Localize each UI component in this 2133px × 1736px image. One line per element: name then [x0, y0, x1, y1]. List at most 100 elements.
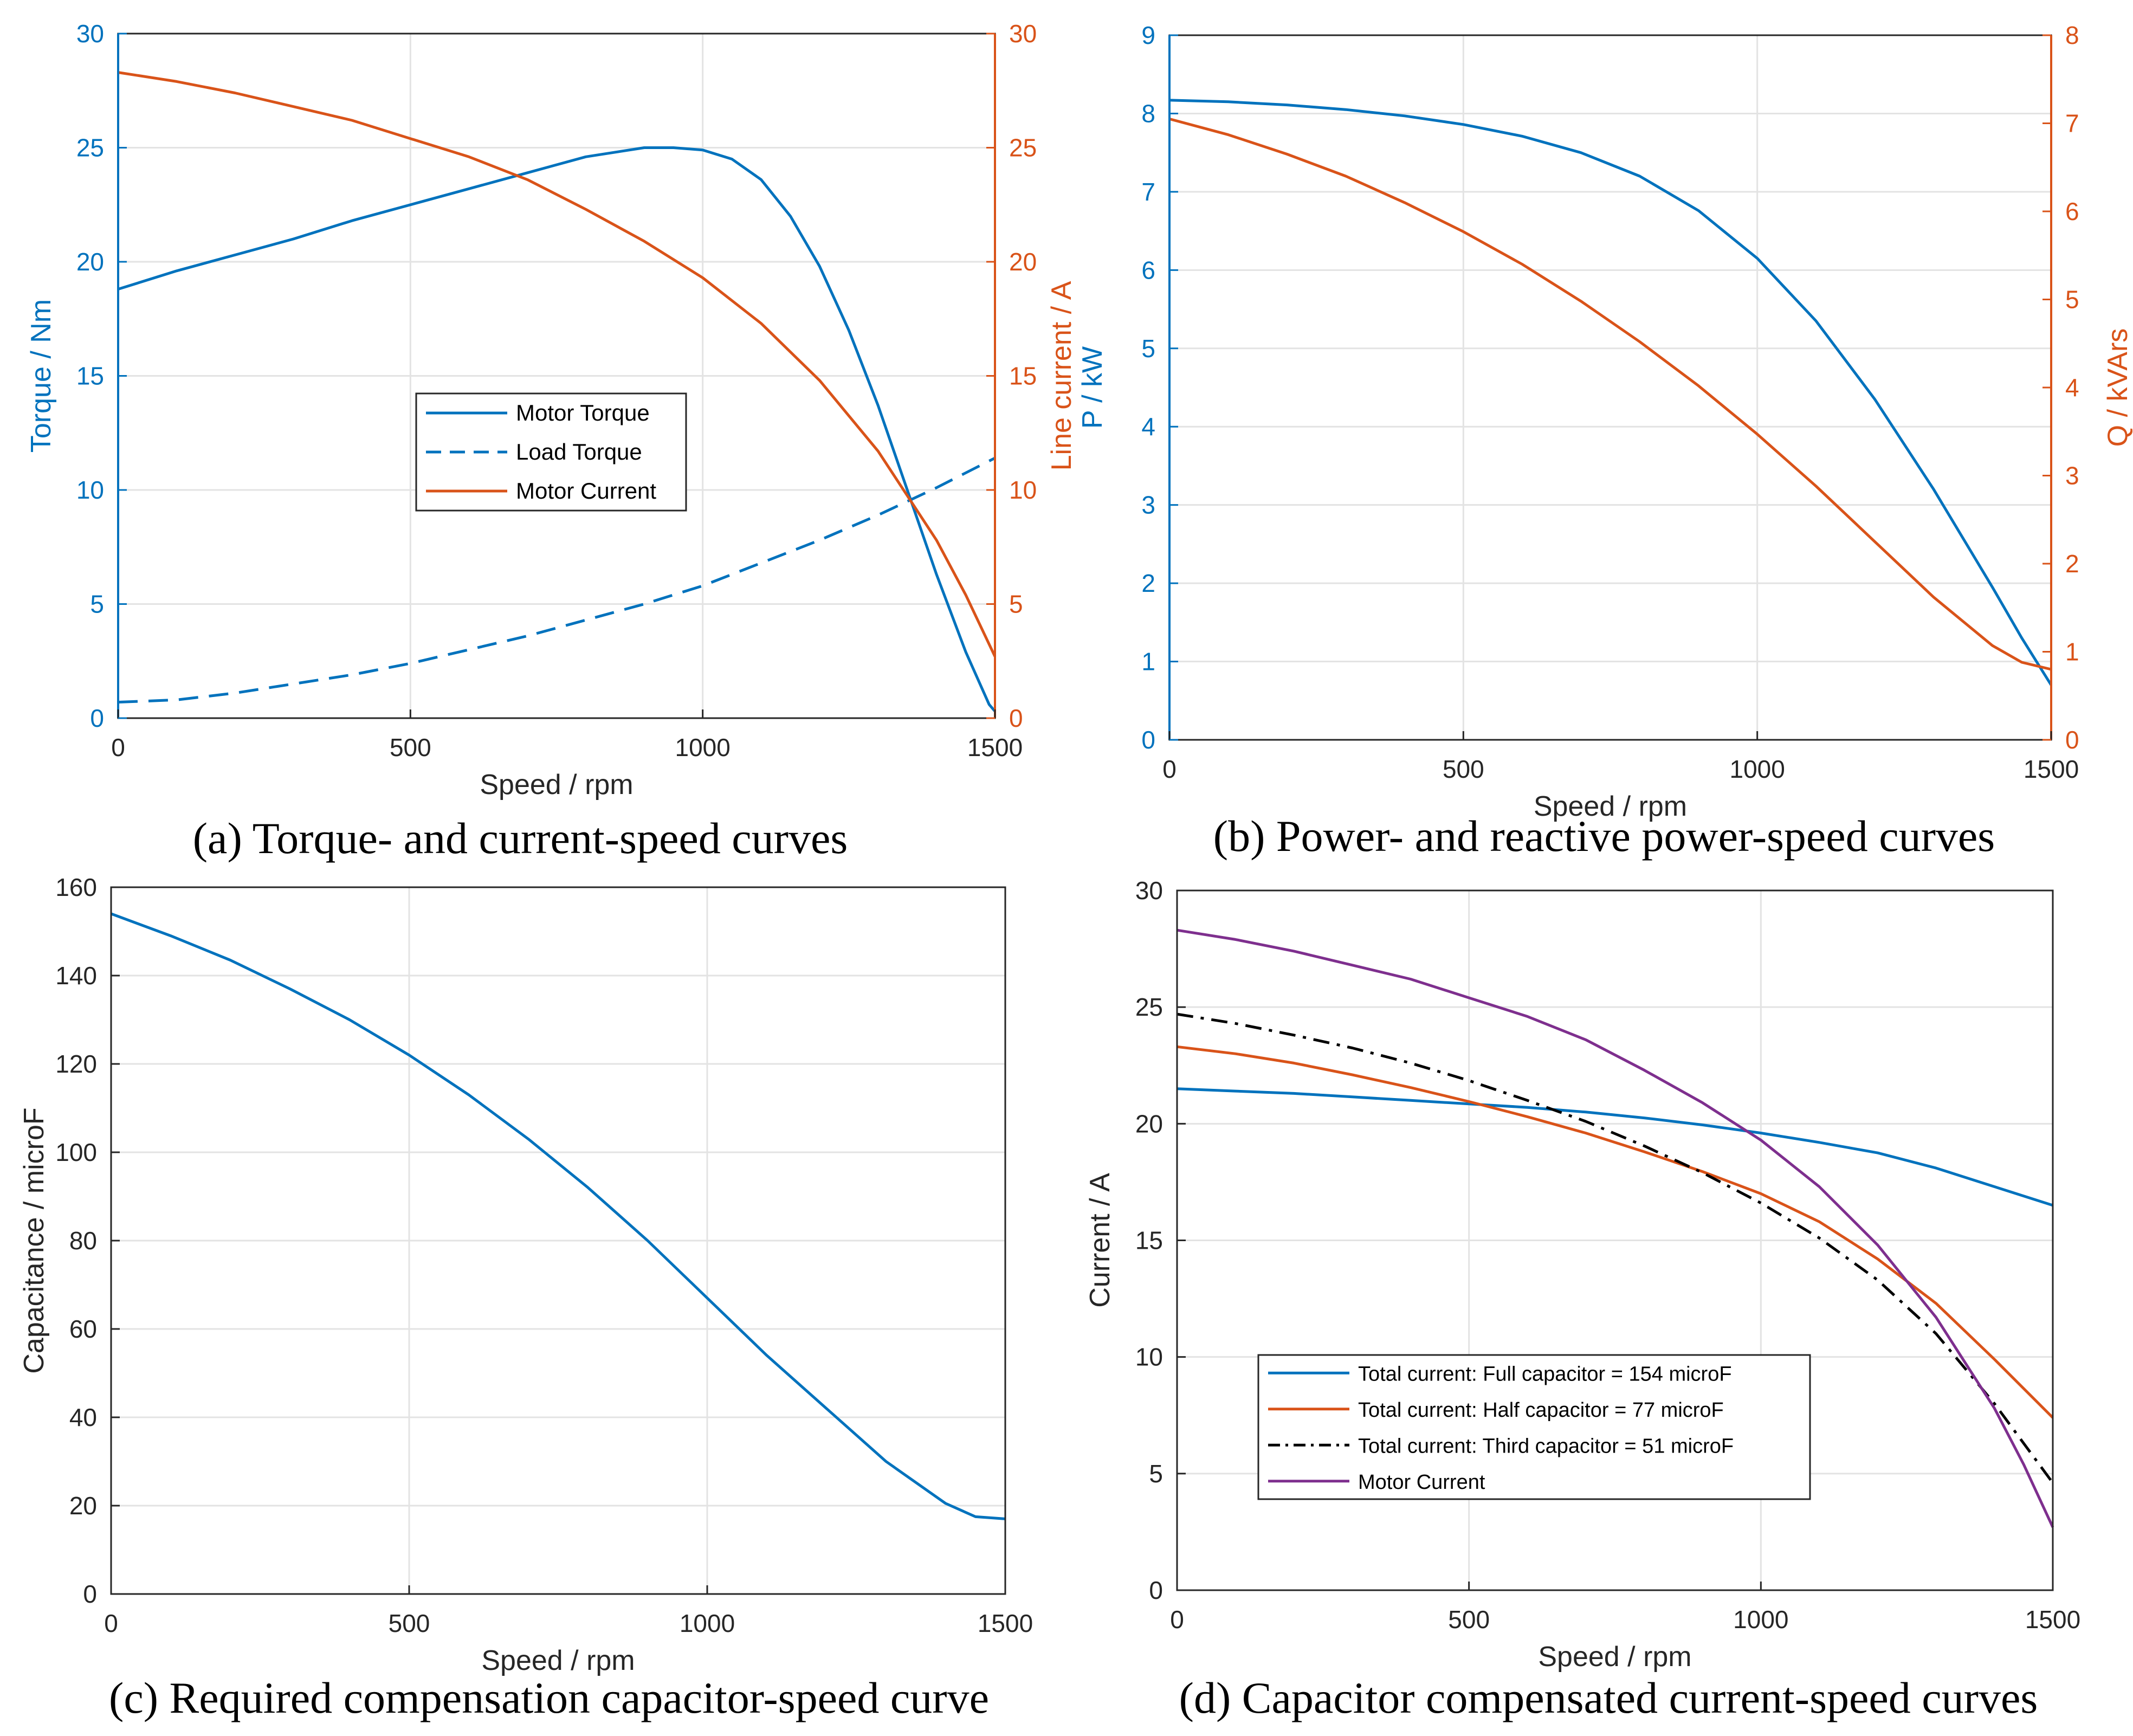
panel-c-xtick-label-2: 1000: [680, 1609, 735, 1637]
panel-a-xtick-label-3: 1500: [967, 733, 1023, 761]
panel-b-ytick-left-label-0: 0: [1141, 726, 1155, 754]
panel-b-ytick-right-label-1: 1: [2065, 638, 2079, 666]
panel-b-series-0: [1169, 99, 2053, 686]
panel-c-xtick-label-3: 1500: [978, 1609, 1033, 1637]
panel-a-ytick-right-label-6: 30: [1009, 20, 1037, 48]
panel-b-ytick-right-label-8: 8: [2065, 21, 2079, 49]
panel-a-right-axis-label: Line current / A: [1046, 281, 1077, 470]
panel-b-right-axis-label: Q / kVArs: [2102, 328, 2133, 447]
panel-d: 0 500 1000 1500 0 5 10 15 20 25 30 Speed / rpm Cur…: [1084, 876, 2080, 1722]
panel-a-legend: Motor Torque Load Torque Motor Current: [415, 392, 687, 512]
panel-d-legend: Total current: Full capacitor = 154 micr…: [1257, 1354, 1811, 1500]
panel-b-ytick-right-label-2: 2: [2065, 550, 2079, 578]
panel-b-ytick-left-label-9: 9: [1141, 21, 1155, 49]
panel-b-ytick-left-label-5: 5: [1141, 334, 1155, 363]
panel-c-series-layer: [111, 912, 1006, 1520]
panel-d-legend-box: [1257, 1354, 1811, 1500]
panel-c-ytick-left-label-6: 120: [55, 1050, 97, 1078]
panel-d-ytick-left-label-5: 25: [1135, 993, 1163, 1021]
panel-c-left-axis-label: Capacitance / microF: [18, 1107, 50, 1373]
panel-c-series-0: [111, 912, 1006, 1520]
panel-a-ytick-right-label-4: 20: [1009, 248, 1037, 276]
panel-b-ytick-right-label-4: 4: [2065, 373, 2079, 402]
panel-d-series-2: [1177, 1012, 2054, 1484]
panel-a-ytick-left-label-6: 30: [76, 20, 104, 48]
panel-b-ytick-left-label-8: 8: [1141, 99, 1155, 127]
panel-c-ytick-left-label-7: 140: [55, 961, 97, 990]
panel-c-xtick-label-0: 0: [104, 1609, 118, 1637]
panel-a-legend-label-0: Motor Torque: [516, 400, 650, 425]
panel-c-x-axis-label: Speed / rpm: [481, 1645, 635, 1676]
panel-b-ytick-right-label-7: 7: [2065, 109, 2079, 138]
panel-d-series-0: [1177, 1087, 2053, 1207]
panel-b-plot-frame: [1168, 34, 2052, 741]
panel-a-ytick-right-label-0: 0: [1009, 704, 1023, 732]
panel-a-legend-label-1: Load Torque: [516, 439, 642, 464]
panel-d-series-3: [1177, 928, 2054, 1528]
panel-d-ytick-left-label-1: 5: [1149, 1460, 1163, 1488]
panel-b-ytick-right-label-3: 3: [2065, 462, 2079, 490]
panel-b-xtick-label-2: 1000: [1729, 755, 1785, 783]
panel-b-series-1: [1169, 117, 2052, 671]
panel-a-xtick-label-1: 500: [390, 733, 431, 761]
panel-a-ytick-left-label-1: 5: [90, 590, 104, 618]
panel-a-ytick-right-label-1: 5: [1009, 590, 1023, 618]
panel-b-ytick-right-label-6: 6: [2065, 197, 2079, 225]
panel-b-left-axis-label: P / kW: [1077, 346, 1108, 429]
panel-c-ytick-left-label-1: 20: [69, 1492, 97, 1520]
panel-c-ticks: 0 500 1000 1500 0 20 40 60 80 100 120 140 160: [55, 873, 1033, 1637]
panel-d-ticks: 0 500 1000 1500 0 5 10 15 20 25 30: [1135, 876, 2080, 1634]
panel-a-ytick-right-label-5: 25: [1009, 134, 1037, 162]
panel-c-ytick-left-label-2: 40: [69, 1403, 97, 1431]
panel-d-ytick-left-label-4: 20: [1135, 1109, 1163, 1138]
panel-b-ytick-right-label-5: 5: [2065, 286, 2079, 314]
panel-c: 0 500 1000 1500 0 20 40 60 80 100 120 140 160 Speed …: [18, 873, 1033, 1722]
panel-b-x-axis-label: Speed / rpm: [1534, 791, 1687, 822]
panel-b-series-layer: [1169, 99, 2053, 686]
panel-a-ytick-left-label-0: 0: [90, 704, 104, 732]
panel-b-ytick-left-label-3: 3: [1141, 491, 1155, 519]
panel-c-xtick-label-1: 500: [389, 1609, 430, 1637]
panel-a-gridlines: [117, 33, 996, 719]
panel-b-caption: (b) Power- and reactive power-speed curv…: [1213, 811, 1995, 861]
panel-a-series-2: [118, 71, 997, 657]
panel-c-ytick-left-label-0: 0: [83, 1580, 97, 1608]
panel-b-ytick-left-label-2: 2: [1141, 569, 1155, 597]
panel-a-ytick-left-label-2: 10: [76, 476, 104, 504]
panel-d-left-axis-label: Current / A: [1084, 1173, 1116, 1308]
panel-d-x-axis-label: Speed / rpm: [1538, 1641, 1691, 1673]
panel-c-ytick-left-label-3: 60: [69, 1315, 97, 1343]
panel-d-xtick-label-3: 1500: [2025, 1605, 2080, 1634]
panel-d-legend-label-3: Motor Current: [1358, 1471, 1485, 1494]
panel-a-series-layer: [118, 71, 997, 713]
panel-b-gridlines: [1168, 34, 2052, 741]
panel-d-caption: (d) Capacitor compensated current-speed …: [1179, 1673, 2038, 1722]
panel-d-legend-label-2: Total current: Third capacitor = 51 micr…: [1358, 1435, 1734, 1457]
panel-a-ytick-right-label-2: 10: [1009, 476, 1037, 504]
panel-a-left-axis-label: Torque / Nm: [25, 299, 57, 453]
panel-a-ytick-right-label-3: 15: [1009, 362, 1037, 390]
panel-d-ytick-left-label-2: 10: [1135, 1343, 1163, 1371]
panel-d-xtick-label-0: 0: [1170, 1605, 1184, 1634]
panel-b-ytick-right-label-0: 0: [2065, 726, 2079, 754]
panel-b-ytick-left-label-4: 4: [1141, 412, 1155, 441]
panel-d-ytick-left-label-3: 15: [1135, 1227, 1163, 1255]
panel-b-ytick-left-label-6: 6: [1141, 256, 1155, 284]
panel-a-caption: (a) Torque- and current-speed curves: [193, 814, 848, 863]
panel-d-ytick-left-label-6: 30: [1135, 876, 1163, 905]
panel-c-ytick-left-label-5: 100: [55, 1138, 97, 1166]
panel-a-series-0: [118, 146, 996, 713]
panel-d-xtick-label-1: 500: [1448, 1605, 1490, 1634]
panel-c-ytick-left-label-8: 160: [55, 873, 97, 901]
panel-d-legend-label-0: Total current: Full capacitor = 154 micr…: [1358, 1363, 1732, 1385]
panel-d-xtick-label-2: 1000: [1733, 1605, 1788, 1634]
panel-b-xtick-label-0: 0: [1162, 755, 1177, 783]
panel-b-xtick-label-3: 1500: [2024, 755, 2079, 783]
panel-a-x-axis-label: Speed / rpm: [480, 769, 633, 801]
panel-b-ytick-left-label-1: 1: [1141, 648, 1155, 676]
